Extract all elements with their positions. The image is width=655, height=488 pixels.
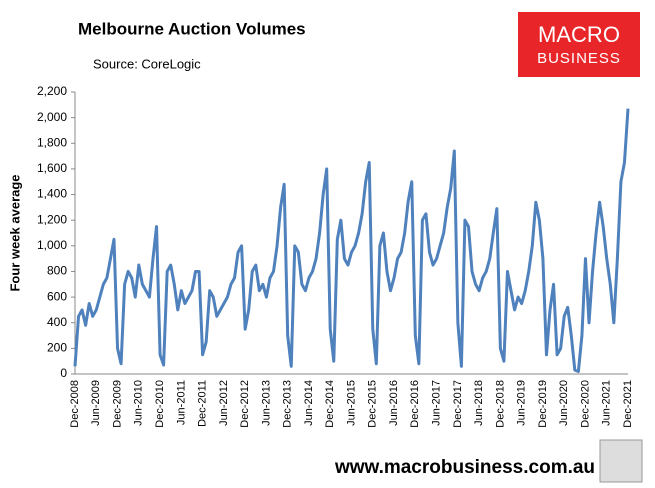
x-tick-label: Jun-2015	[345, 380, 357, 426]
x-tick-label: Jun-2016	[388, 380, 400, 426]
x-tick-label: Jun-2014	[303, 380, 315, 426]
wolf-icon	[599, 439, 643, 483]
x-tick-label: Dec-2020	[579, 380, 591, 428]
y-tick-label: 1,000	[37, 238, 67, 252]
x-tick-label: Jun-2020	[558, 380, 570, 426]
y-tick-label: 200	[47, 341, 67, 355]
x-tick-label: Jun-2013	[260, 380, 272, 426]
x-tick-label: Dec-2009	[111, 380, 123, 428]
logo-text: MACRO	[538, 22, 620, 47]
x-tick-label: Jun-2019	[516, 380, 528, 426]
y-tick-label: 800	[47, 264, 67, 278]
x-tick-label: Dec-2011	[197, 380, 209, 427]
y-tick-label: 600	[47, 289, 67, 303]
x-tick-label: Dec-2015	[367, 380, 379, 428]
y-tick-label: 2,000	[37, 110, 67, 124]
y-tick-label: 1,400	[37, 187, 67, 201]
x-tick-label: Jun-2011	[175, 380, 187, 425]
x-tick-label: Jun-2012	[218, 380, 230, 426]
x-tick-label: Dec-2013	[282, 380, 294, 428]
x-tick-label: Jun-2021	[601, 380, 613, 426]
x-tick-label: Dec-2019	[537, 380, 549, 428]
x-tick-label: Dec-2016	[409, 380, 421, 428]
line-series	[73, 108, 630, 373]
x-tick-label: Dec-2008	[69, 380, 81, 428]
logo-text: BUSINESS	[537, 50, 621, 67]
x-tick-label: Jun-2017	[430, 380, 442, 426]
x-tick-label: Dec-2021	[622, 380, 634, 428]
y-tick-label: 2,200	[37, 84, 67, 98]
x-tick-label: Dec-2018	[494, 380, 506, 428]
y-tick-label: 1,800	[37, 135, 67, 149]
x-tick-label: Dec-2017	[452, 380, 464, 428]
y-tick-label: 400	[47, 315, 67, 329]
logo-box	[518, 12, 640, 77]
footer: www.macrobusiness.com.au	[334, 457, 595, 478]
y-axis-label: Four week average	[7, 174, 22, 291]
y-tick-label: 0	[60, 366, 67, 380]
x-tick-label: Jun-2018	[473, 380, 485, 426]
y-tick-label: 1,200	[37, 212, 67, 226]
chart-title: Melbourne Auction Volumes	[78, 19, 306, 38]
x-tick-label: Jun-2009	[90, 380, 102, 426]
chart-subtitle: Source: CoreLogic	[93, 56, 201, 71]
x-tick-label: Dec-2012	[239, 380, 251, 428]
x-tick-label: Jun-2010	[133, 380, 145, 426]
y-tick-label: 1,600	[37, 161, 67, 175]
x-tick-label: Dec-2010	[154, 380, 166, 428]
x-tick-label: Dec-2014	[324, 380, 336, 428]
